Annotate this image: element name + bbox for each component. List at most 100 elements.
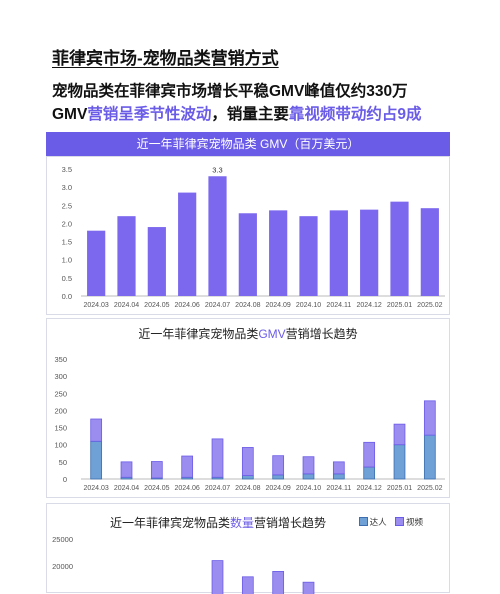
y-tick-label: 3.5 bbox=[62, 165, 72, 174]
page-title: 菲律宾市场-宠物品类营销方式 bbox=[52, 49, 279, 68]
x-tick-label: 2024.09 bbox=[266, 485, 291, 492]
gmv-bar bbox=[117, 216, 136, 296]
headline-seasonal: 营销呈季节性波动 bbox=[87, 106, 212, 123]
y-tick-label: 0 bbox=[63, 475, 67, 484]
legend-video-swatch bbox=[394, 517, 404, 526]
y-tick-label: 250 bbox=[54, 389, 67, 398]
stacked-bar-segment bbox=[241, 447, 254, 476]
stacked-bar-segment bbox=[363, 441, 376, 468]
x-tick-label: 2024.05 bbox=[144, 302, 169, 309]
y-tick-label: 3.0 bbox=[62, 183, 72, 192]
y-tick-label: 300 bbox=[54, 372, 67, 381]
x-tick-label: 2025.02 bbox=[417, 302, 442, 309]
gmv-bar bbox=[178, 192, 197, 296]
video-quantity-bar bbox=[241, 576, 254, 594]
headline-gmv: GMV bbox=[52, 106, 88, 123]
gmv-bar bbox=[147, 227, 166, 296]
x-tick-label: 2024.12 bbox=[357, 485, 382, 492]
x-tick-label: 2024.07 bbox=[205, 485, 230, 492]
x-tick-label: 2024.08 bbox=[235, 485, 260, 492]
gmv-marketing-chart: 0 50 100 150 200 250 300 350 2024.03 2024.04 2024.… bbox=[54, 355, 445, 492]
gmv-chart-panel: 0.0 0.5 1.0 1.5 2.0 2.5 3.0 3.5 2024.03 2024.04 20… bbox=[46, 156, 450, 315]
stacked-bar-segment bbox=[332, 473, 345, 480]
x-tick-label: 2025.01 bbox=[387, 485, 412, 492]
gmv-bar-chart: 0.0 0.5 1.0 1.5 2.0 2.5 3.0 3.5 2024.03 2024.04 20… bbox=[62, 165, 445, 309]
gmv-bar bbox=[208, 176, 227, 296]
quantity-marketing-panel: 近一年菲律宾宠物品类数量营销增长趋势 达人 视频 20000 25000 bbox=[46, 503, 450, 594]
stacked-bar-segment bbox=[150, 461, 163, 479]
stacked-bar-segment bbox=[90, 440, 103, 480]
x-tick-label: 2024.08 bbox=[235, 302, 260, 309]
stacked-bar-segment bbox=[302, 456, 315, 475]
data-label: 3.3 bbox=[212, 165, 222, 174]
x-tick-label: 2024.10 bbox=[296, 485, 321, 492]
stacked-bar-segment bbox=[211, 438, 224, 478]
gmv-bar bbox=[390, 201, 409, 296]
y-tick-label: 1.5 bbox=[62, 238, 72, 247]
y-tick-label: 0.0 bbox=[62, 292, 72, 301]
x-tick-label: 2024.03 bbox=[84, 302, 109, 309]
stacked-bar-segment bbox=[120, 461, 133, 478]
quantity-legend: 达人 视频 bbox=[353, 516, 423, 528]
legend-talent-label: 达人 bbox=[369, 517, 387, 527]
y-tick-label: 20000 bbox=[52, 562, 73, 571]
y-tick-label: 2.5 bbox=[62, 201, 72, 210]
x-tick-label: 2025.01 bbox=[387, 302, 412, 309]
gmv-chart-banner: 近一年菲律宾宠物品类 GMV（百万美元） bbox=[46, 132, 450, 156]
stacked-bar-segment bbox=[241, 475, 254, 480]
stacked-bar-segment bbox=[90, 418, 103, 442]
gmv-bar bbox=[87, 230, 106, 296]
x-tick-label: 2024.06 bbox=[175, 302, 200, 309]
x-tick-label: 2024.04 bbox=[114, 302, 139, 309]
video-quantity-bar bbox=[272, 571, 285, 594]
quantity-marketing-chart: 20000 25000 bbox=[52, 535, 315, 594]
video-quantity-bar bbox=[211, 560, 224, 594]
stacked-bar-segment bbox=[423, 434, 436, 480]
headline-video-share: 靠视频带动约占9成 bbox=[288, 106, 422, 123]
x-tick-label: 2024.09 bbox=[266, 302, 291, 309]
quantity-marketing-title: 近一年菲律宾宠物品类数量营销增长趋势 bbox=[109, 516, 327, 530]
headline-line-1: 宠物品类在菲律宾市场增长平稳GMV峰值仅约330万 bbox=[52, 83, 408, 100]
gmv-bar bbox=[238, 213, 257, 296]
gmv-bar bbox=[420, 208, 439, 296]
stacked-bar-segment bbox=[393, 444, 406, 480]
x-tick-label: 2024.11 bbox=[326, 302, 351, 309]
x-tick-label: 2024.06 bbox=[175, 485, 200, 492]
stacked-bar-segment bbox=[272, 474, 285, 480]
gmv-bar bbox=[329, 210, 348, 296]
stacked-bar-segment bbox=[302, 473, 315, 480]
y-tick-label: 1.0 bbox=[62, 256, 72, 265]
y-tick-label: 25000 bbox=[52, 535, 73, 544]
legend-video-label: 视频 bbox=[405, 517, 423, 527]
x-tick-label: 2024.05 bbox=[144, 485, 169, 492]
y-tick-label: 50 bbox=[59, 458, 67, 467]
stacked-bar-segment bbox=[272, 455, 285, 476]
x-tick-label: 2025.02 bbox=[417, 485, 442, 492]
gmv-bar bbox=[299, 216, 318, 296]
x-tick-label: 2024.03 bbox=[84, 485, 109, 492]
y-tick-label: 200 bbox=[54, 406, 67, 415]
legend-talent-swatch bbox=[358, 517, 368, 526]
gmv-bar bbox=[269, 210, 288, 296]
x-tick-label: 2024.10 bbox=[296, 302, 321, 309]
y-tick-label: 150 bbox=[54, 424, 67, 433]
stacked-bar-segment bbox=[393, 423, 406, 446]
y-tick-label: 350 bbox=[54, 355, 67, 364]
y-tick-label: 100 bbox=[54, 441, 67, 450]
y-tick-label: 2.0 bbox=[62, 219, 72, 228]
headline-sales: ，销量主要 bbox=[211, 106, 289, 123]
x-tick-label: 2024.11 bbox=[326, 485, 351, 492]
gmv-marketing-title: 近一年菲律宾宠物品类GMV营销增长趋势 bbox=[138, 327, 358, 341]
stacked-bar-segment bbox=[423, 400, 436, 436]
gmv-bar bbox=[360, 209, 379, 296]
stacked-bar-segment bbox=[363, 466, 376, 480]
y-tick-label: 0.5 bbox=[62, 274, 72, 283]
x-tick-label: 2024.12 bbox=[357, 302, 382, 309]
x-tick-label: 2024.07 bbox=[205, 302, 230, 309]
stacked-bar-segment bbox=[181, 455, 194, 478]
gmv-marketing-panel: 近一年菲律宾宠物品类GMV营销增长趋势 0 50 100 150 200 250 300 35… bbox=[46, 318, 450, 498]
headline-line-2: GMV营销呈季节性波动，销量主要靠视频带动约占9成 bbox=[52, 102, 421, 124]
x-tick-label: 2024.04 bbox=[114, 485, 139, 492]
stacked-bar-segment bbox=[332, 461, 345, 475]
video-quantity-bar bbox=[302, 581, 315, 594]
